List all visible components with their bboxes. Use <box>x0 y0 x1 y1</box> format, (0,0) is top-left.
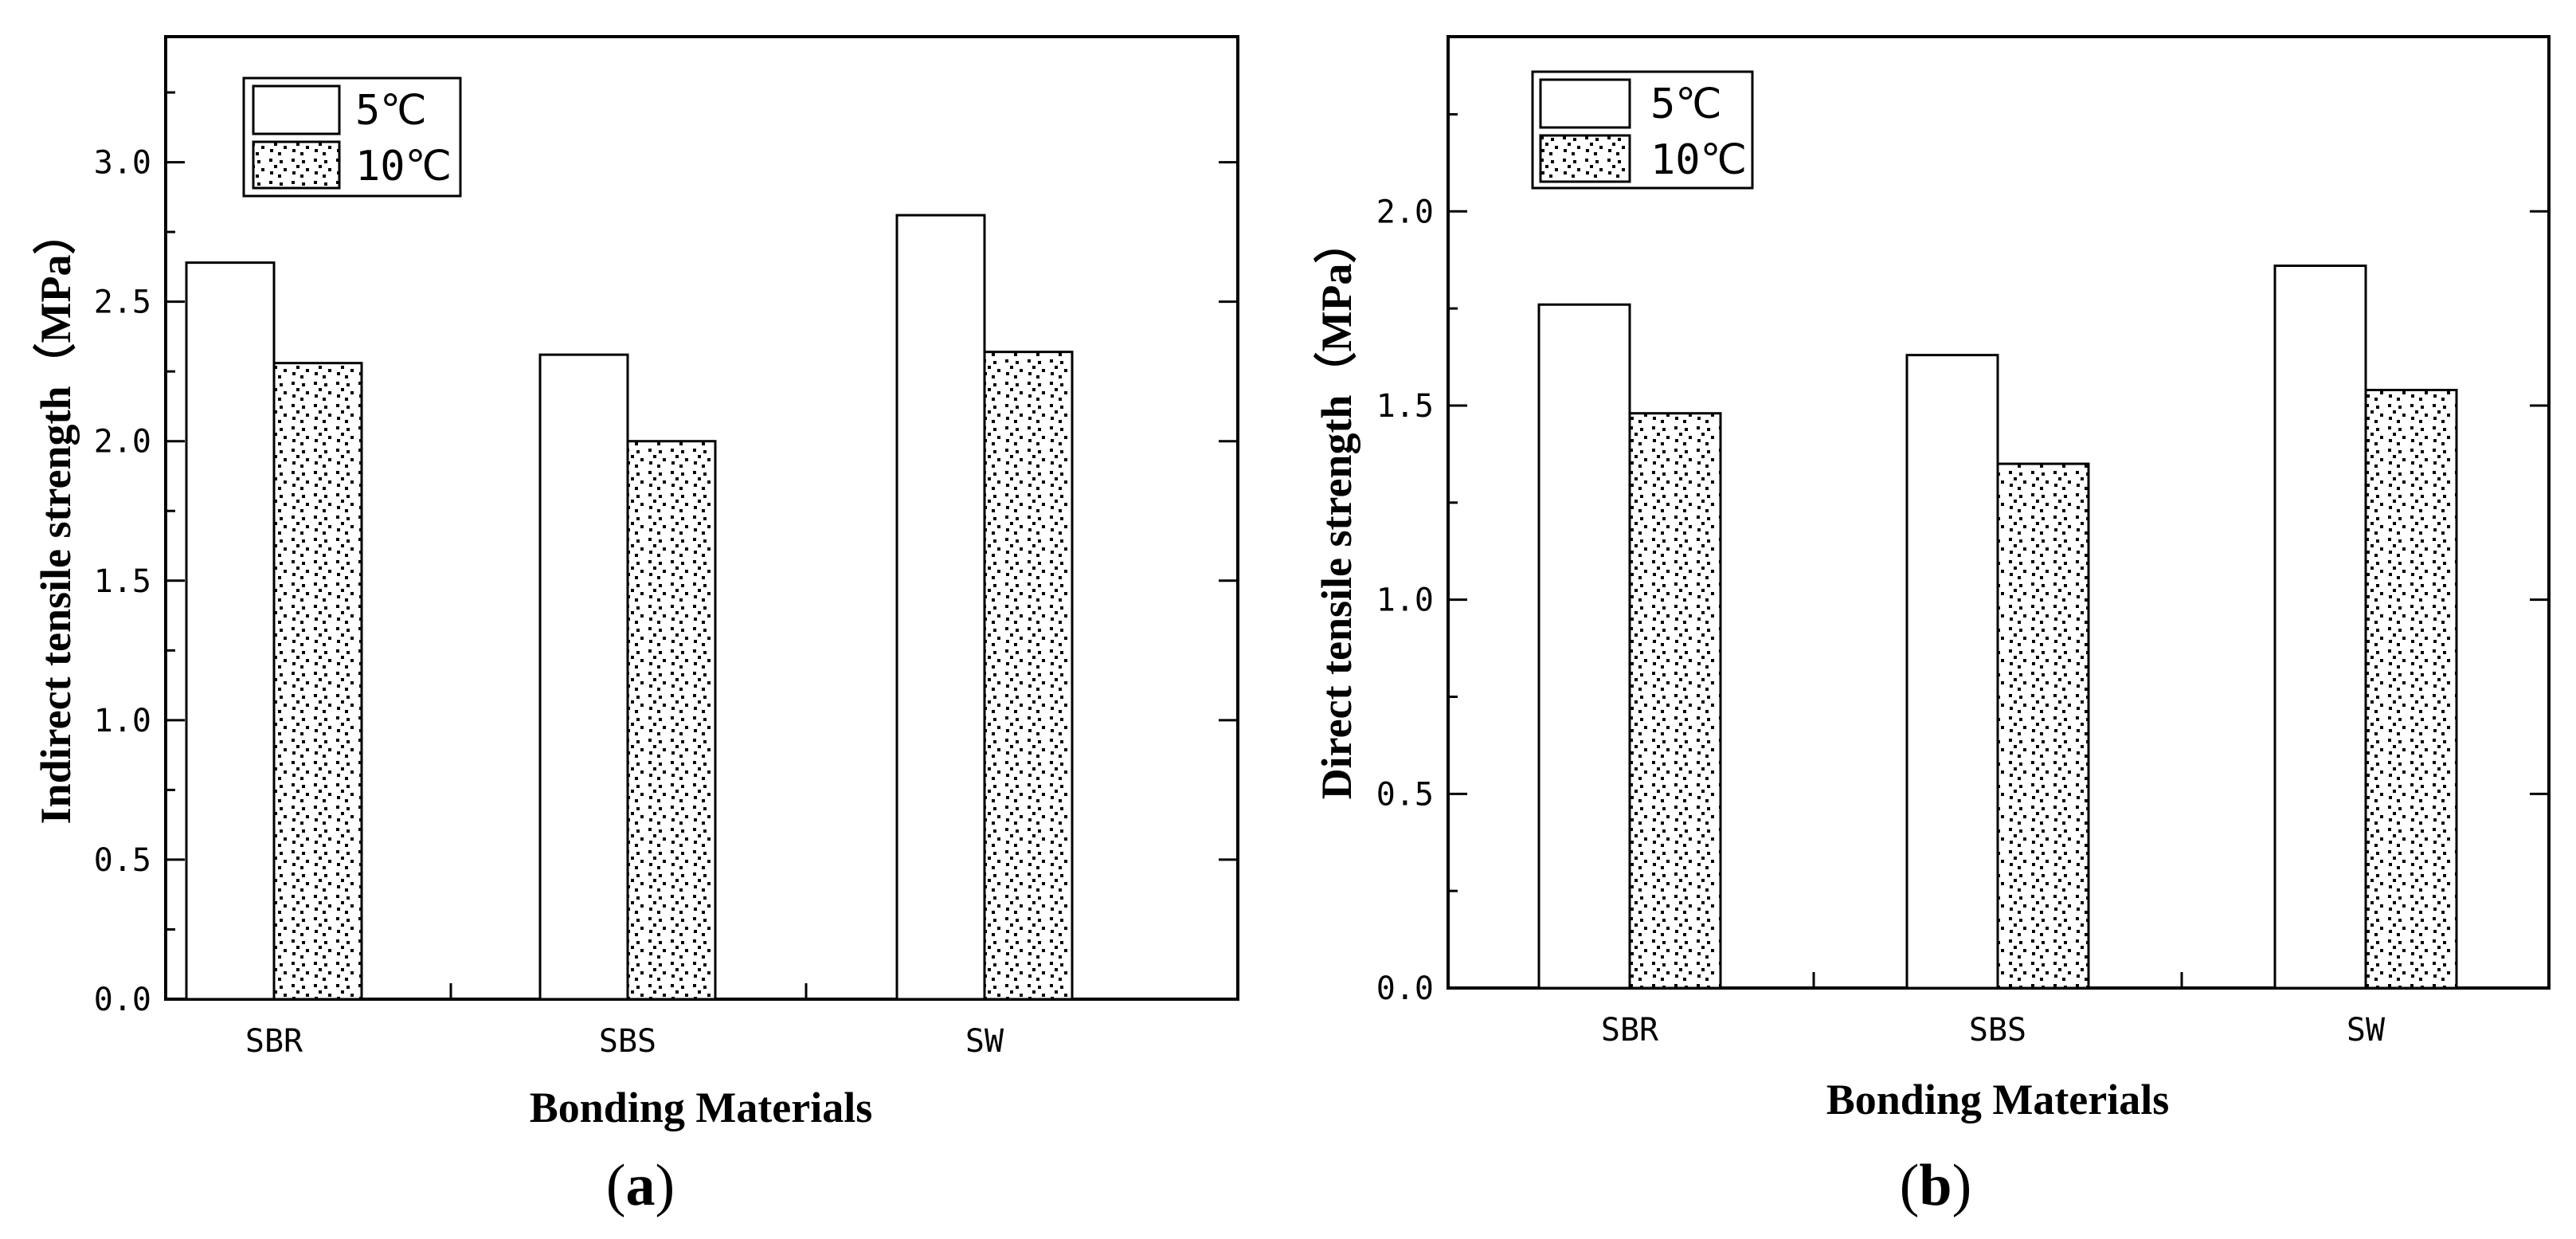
legend-swatch-10c <box>252 140 341 190</box>
y-tick-label: 2.0 <box>94 424 151 461</box>
legend-label-10c: 10℃ <box>1650 136 1747 184</box>
bars <box>185 214 1074 1001</box>
bar-sbr-10c <box>1628 412 1722 990</box>
bar-sbr-10c <box>272 362 363 1001</box>
legend-swatch-5c <box>252 84 341 135</box>
y-axis-title: Direct tensile strength（MPa） <box>1313 221 1360 800</box>
bar-sw-5c <box>2273 265 2367 990</box>
bar-sbs-10c <box>1996 462 2090 990</box>
y-tick-label: 1.0 <box>94 703 151 739</box>
x-tick-label: SW <box>2347 1012 2386 1049</box>
y-tick-label: 1.0 <box>1376 582 1434 619</box>
legend-swatch-5c <box>1539 78 1631 129</box>
legend-label-5c: 5℃ <box>355 87 427 135</box>
bar-sbs-10c <box>626 440 717 1001</box>
y-axis-title: Indirect tensile strength（MPa） <box>32 212 80 825</box>
y-tick-label: 0.0 <box>1376 970 1434 1007</box>
legend-label-5c: 5℃ <box>1650 80 1722 128</box>
y-tick-label: 0.0 <box>94 982 151 1018</box>
bar-sw-10c <box>2364 388 2458 990</box>
bar-sbr-5c <box>1537 303 1631 990</box>
legend-swatch-10c <box>1539 134 1631 183</box>
x-axis-ticks: SBR SBS SW <box>245 983 1004 1060</box>
chart-panel-b: 0.0 0.5 1.0 1.5 2.0 SBR SBS SW 5℃ 10℃ Direct t… <box>1313 35 2551 1218</box>
legend: 5℃ 10℃ <box>242 76 462 198</box>
y-tick-label: 0.5 <box>94 842 151 879</box>
bar-sbr-5c <box>185 261 276 1001</box>
x-axis-ticks: SBR SBS SW <box>1601 972 2386 1049</box>
x-tick-label: SBS <box>599 1023 656 1060</box>
chart-panel-a: 0.0 0.5 1.0 1.5 2.0 2.5 3.0 SBR SBS SW 5℃ 10℃ In… <box>32 35 1239 1218</box>
x-tick-label: SBS <box>1969 1012 2026 1049</box>
panel-letter-b: b <box>1919 1153 1952 1218</box>
panel-letter-a: a <box>626 1153 656 1218</box>
bar-sbs-5c <box>1905 354 1999 990</box>
x-tick-label: SBR <box>1601 1012 1659 1049</box>
y-axis-ticks: 0.0 0.5 1.0 1.5 2.0 2.5 3.0 <box>94 91 1238 1018</box>
bar-sbs-5c <box>538 353 629 1001</box>
y-tick-label: 0.5 <box>1376 776 1434 813</box>
bar-sw-5c <box>895 214 986 1001</box>
y-tick-label: 3.0 <box>94 145 151 182</box>
y-tick-label: 2.5 <box>94 284 151 321</box>
y-tick-label: 1.5 <box>1376 388 1434 425</box>
bars <box>1537 265 2458 990</box>
panel-label-a: (a) <box>606 1153 675 1218</box>
x-axis-title: Bonding Materials <box>1826 1076 2170 1123</box>
legend: 5℃ 10℃ <box>1531 70 1754 190</box>
x-tick-label: SW <box>965 1023 1004 1060</box>
panel-label-b: (b) <box>1900 1153 1971 1218</box>
bar-sw-10c <box>983 351 1074 1001</box>
x-axis-title: Bonding Materials <box>530 1084 873 1131</box>
legend-label-10c: 10℃ <box>355 143 452 190</box>
y-tick-label: 2.0 <box>1376 194 1434 230</box>
y-axis-ticks: 0.0 0.5 1.0 1.5 2.0 <box>1376 112 2549 1007</box>
y-tick-label: 1.5 <box>94 563 151 600</box>
x-tick-label: SBR <box>245 1023 303 1060</box>
